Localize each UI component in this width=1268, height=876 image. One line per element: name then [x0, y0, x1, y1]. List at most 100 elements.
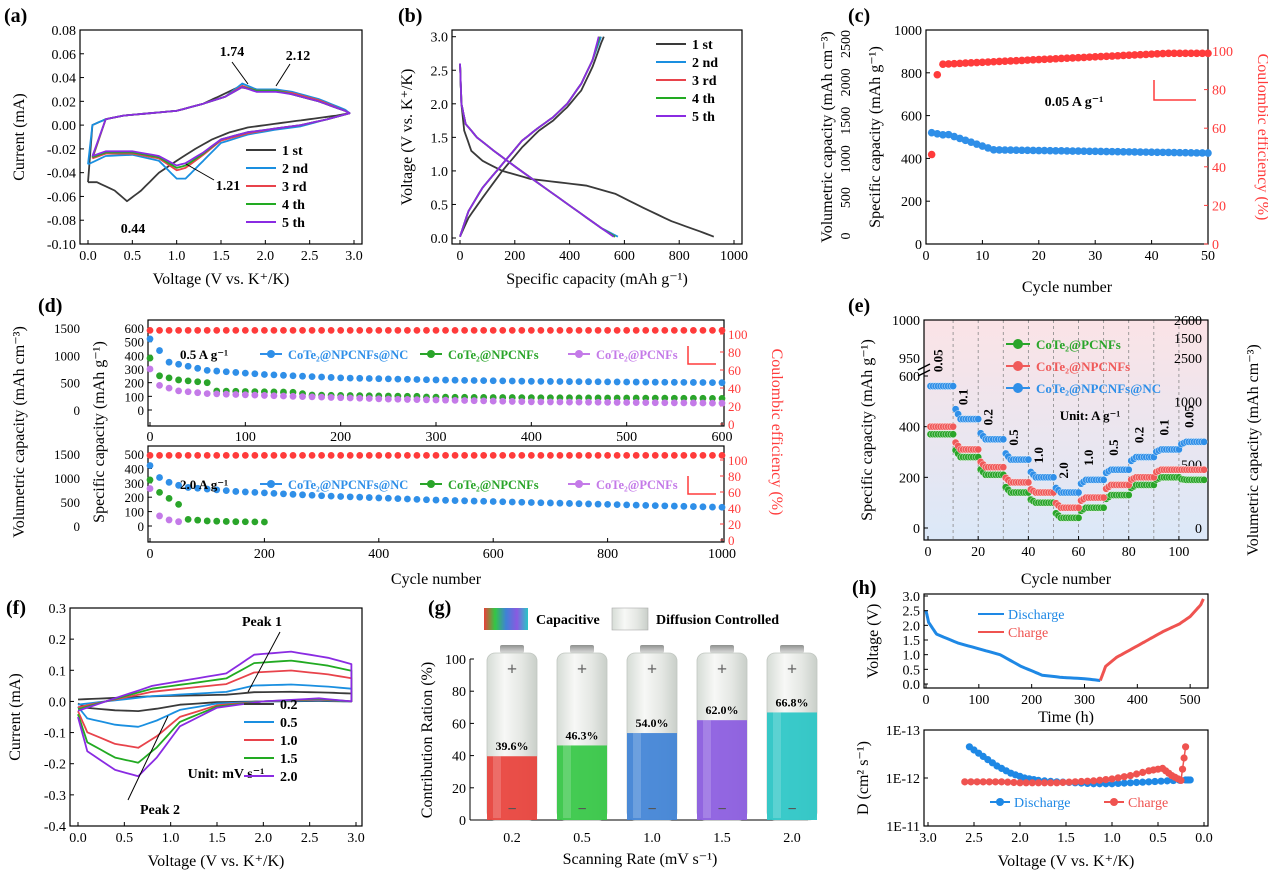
ce-point — [318, 452, 325, 459]
ce-point — [651, 452, 659, 459]
bar — [487, 756, 537, 820]
legend-label: 1 st — [282, 144, 303, 159]
pc-point — [661, 399, 669, 407]
np-point — [165, 495, 173, 502]
x-tick-label: 1.5 — [1057, 831, 1075, 846]
pc-point — [1099, 503, 1108, 512]
np-point — [146, 476, 154, 484]
nc-point — [451, 497, 459, 504]
y-tick-label: 20 — [452, 782, 466, 797]
charge-point — [1177, 776, 1185, 785]
x-tick-label: 60 — [1072, 545, 1086, 560]
ce-point — [318, 327, 325, 334]
pc-point — [480, 397, 488, 405]
x-tick-label: 0 — [147, 547, 154, 562]
nc-point — [165, 358, 173, 366]
ce-point — [308, 452, 316, 459]
ce-point — [432, 452, 440, 459]
y-tick-label: 500 — [125, 447, 145, 462]
rate-label: 0.1 — [1156, 419, 1171, 435]
pc-point — [575, 398, 583, 406]
plot-frame — [147, 445, 725, 543]
y-right-tick-label: 100 — [1212, 45, 1233, 60]
nc-point — [251, 370, 259, 378]
legend-label: 3 rd — [282, 180, 307, 195]
charge-point — [985, 778, 993, 786]
np-point — [184, 515, 192, 523]
ce-point — [1023, 56, 1032, 64]
ce-point — [156, 327, 163, 334]
np-point — [1099, 493, 1108, 502]
charge-point — [1178, 765, 1187, 773]
legend-label: 4 th — [692, 92, 715, 107]
ce-point — [375, 327, 383, 334]
ce-point — [527, 452, 535, 459]
nc-point — [547, 499, 554, 507]
ce-point — [413, 452, 421, 459]
ce-point — [1142, 50, 1150, 59]
ce-point — [423, 452, 430, 459]
ce-point — [1113, 51, 1122, 60]
ce-point — [613, 327, 621, 334]
ce-point — [718, 327, 726, 334]
ce-point — [280, 452, 287, 459]
legend-marker — [427, 350, 435, 358]
nc-point — [308, 373, 316, 381]
discharge-point — [1139, 778, 1147, 786]
charge-point — [1096, 776, 1104, 784]
battery-terminal — [500, 645, 524, 653]
y-tick-label: 0.0 — [903, 678, 921, 693]
ce-point — [1153, 50, 1162, 58]
legend-label: CoTe₂@NPCNFs@NC — [1036, 381, 1161, 396]
nc-point — [423, 376, 430, 384]
x-tick-label: 1.5 — [208, 831, 226, 846]
x-tick-label: 80 — [1122, 545, 1136, 560]
battery-terminal — [710, 645, 734, 653]
x-tick-label: 1000 — [720, 249, 748, 264]
charge-curve-2 — [459, 36, 602, 237]
legend-label: 5 th — [692, 110, 715, 125]
capacity-point — [1051, 146, 1060, 155]
charge-point — [1028, 779, 1036, 787]
annotation-arrow — [1153, 80, 1196, 101]
pc-point — [547, 398, 554, 406]
np-point — [261, 518, 268, 526]
capacity-point — [1159, 148, 1167, 157]
ce-point — [165, 452, 173, 459]
capacity-point — [1187, 148, 1195, 157]
ce-point — [1119, 51, 1128, 60]
nc-point — [289, 372, 297, 380]
annotation-arrow — [687, 476, 716, 495]
ce-point — [499, 327, 507, 334]
capacity-point — [1035, 146, 1043, 155]
nc-point — [499, 498, 507, 506]
ce-point — [585, 327, 592, 334]
nc-point — [974, 415, 982, 423]
y-outer-tick-label: 500 — [839, 187, 854, 208]
y-right-axis-title: Coulombic efficiency (%) — [768, 349, 785, 516]
ce-point — [413, 327, 421, 334]
ce-point — [241, 452, 249, 459]
bar — [627, 733, 677, 820]
ce-point — [499, 452, 507, 459]
np-point — [699, 394, 707, 402]
annotation: 2.12 — [286, 49, 311, 64]
np-point — [232, 518, 240, 526]
ce-point — [461, 327, 468, 334]
capacity-point — [1102, 147, 1111, 156]
pc-point — [346, 394, 354, 402]
nc-point — [566, 378, 573, 385]
panel-label: (c) — [848, 5, 870, 27]
nc-point — [222, 487, 230, 495]
x-tick-label: 0 — [925, 545, 932, 560]
ce-point — [699, 452, 707, 459]
legend-marker — [1013, 339, 1023, 349]
pc-point — [442, 396, 449, 404]
y-tick-label: 300 — [125, 476, 145, 491]
y-right-tick-label: 0 — [728, 417, 735, 432]
x-axis-title: Voltage (V vs. K⁺/K) — [148, 853, 285, 870]
y-right-tick-label: 40 — [1212, 161, 1226, 176]
ce-point — [575, 327, 583, 334]
pc-point — [690, 399, 697, 407]
axis-break-icon — [917, 363, 931, 377]
